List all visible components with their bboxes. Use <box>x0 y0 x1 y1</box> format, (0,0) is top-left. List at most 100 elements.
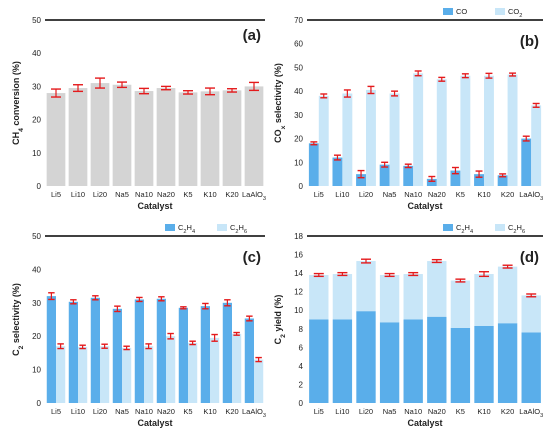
x-tick-label: Na5 <box>115 190 129 199</box>
bar-co2-na10 <box>413 73 424 186</box>
bar-co2-laalo3 <box>531 105 542 186</box>
bar-c2h6-na5 <box>379 274 400 323</box>
bar-c2h4-na5 <box>112 308 122 403</box>
x-tick-label: Li20 <box>93 190 107 199</box>
x-tick-label: Na10 <box>135 407 153 416</box>
bar-c2h6-k5 <box>450 280 471 328</box>
bar-c2h4-li20 <box>356 311 376 403</box>
y-tick-label: 0 <box>299 182 304 191</box>
x-tick-label: LaAlO3 <box>519 407 543 419</box>
bar-c2h6-li10 <box>78 346 88 403</box>
x-tick-label: Na5 <box>383 407 397 416</box>
bar-co2-k10 <box>484 75 494 186</box>
x-tick-label: Li10 <box>71 190 85 199</box>
bar-co-k5 <box>450 170 461 186</box>
bar-c2h6-na20 <box>427 261 447 317</box>
bar-co-li10 <box>332 157 343 186</box>
y-tick-label: 14 <box>294 269 303 278</box>
bar-co-na20 <box>426 178 437 186</box>
y-tick-label: 0 <box>37 399 42 408</box>
bar-ch4-na10 <box>134 91 154 186</box>
bar-c2h6-laalo3 <box>254 359 264 403</box>
x-tick-label: Li20 <box>93 407 107 416</box>
y-axis-label: CH4 conversion (%) <box>11 61 25 145</box>
y-tick-label: 70 <box>294 16 303 25</box>
x-tick-label: Na20 <box>157 407 175 416</box>
bar-c2h4-na5 <box>379 322 400 403</box>
legend-label: C2H6 <box>230 223 247 235</box>
bar-co2-li10 <box>342 93 353 186</box>
bar-c2h6-k20 <box>232 333 242 403</box>
x-tick-label: K20 <box>225 190 238 199</box>
bar-c2h4-na20 <box>427 316 447 403</box>
y-axis-label: C2 selectivity (%) <box>11 283 25 356</box>
y-axis-label: C2 yield (%) <box>273 295 287 345</box>
legend-swatch <box>165 224 175 231</box>
legend-swatch <box>495 8 505 15</box>
x-tick-label: Li5 <box>314 407 324 416</box>
y-tick-label: 60 <box>294 40 303 49</box>
x-tick-label: LaAlO3 <box>242 407 266 419</box>
y-tick-label: 40 <box>32 265 41 274</box>
bar-co-li20 <box>356 174 366 186</box>
x-axis-label: Catalyst <box>137 201 172 211</box>
x-tick-label: Na20 <box>428 190 446 199</box>
bar-c2h6-li5 <box>56 346 66 403</box>
y-tick-label: 50 <box>32 16 41 25</box>
y-tick-label: 40 <box>294 87 303 96</box>
y-tick-label: 4 <box>299 362 304 371</box>
y-tick-label: 10 <box>32 149 41 158</box>
x-tick-label: K20 <box>225 407 238 416</box>
y-tick-label: 10 <box>294 306 303 315</box>
bar-c2h6-na5 <box>122 347 132 403</box>
x-tick-label: Li5 <box>51 407 61 416</box>
x-tick-label: K10 <box>477 190 490 199</box>
legend-label: C2H6 <box>508 223 525 235</box>
x-tick-label: Li10 <box>335 190 349 199</box>
y-tick-label: 0 <box>299 399 304 408</box>
legend-label: CO <box>456 7 467 16</box>
y-tick-label: 30 <box>294 111 303 120</box>
x-tick-label: K10 <box>477 407 490 416</box>
panel-b: 0 10 20 30 40 50 60 70 Li5 Li10 Li20 Na5 Na10 Na20 K5 K… <box>273 7 543 211</box>
bar-c2h6-k5 <box>188 342 198 403</box>
panel-d: 0 2 4 6 8 10 12 14 16 18 Li5 Li10 Li20 Na5 Na10 Na20 K5 K… <box>273 223 543 428</box>
panel-label: (b) <box>520 33 539 50</box>
x-tick-label: LaAlO3 <box>519 190 543 202</box>
legend-swatch <box>217 224 227 231</box>
x-tick-label: Na10 <box>135 190 153 199</box>
bar-c2h4-k20 <box>497 323 518 403</box>
bar-c2h4-laalo3 <box>244 318 254 403</box>
bar-c2h4-li5 <box>309 319 329 403</box>
x-tick-label: Na10 <box>404 190 422 199</box>
x-tick-label: K5 <box>456 407 465 416</box>
y-tick-label: 50 <box>32 232 41 241</box>
x-tick-label: K20 <box>501 190 514 199</box>
x-tick-label: Na20 <box>157 190 175 199</box>
bar-c2h6-li20 <box>100 346 110 403</box>
panel-a: 0 10 20 30 40 50 Li5 Li10 Li20 Na5 Na10 Na20 K5 K10 K2… <box>11 16 266 211</box>
x-tick-label: Na5 <box>115 407 129 416</box>
bar-co2-na20 <box>436 79 447 186</box>
bar-c2h4-li20 <box>90 297 100 403</box>
bar-c2h4-k20 <box>222 302 232 403</box>
y-tick-label: 16 <box>294 251 303 260</box>
y-tick-label: 6 <box>299 343 304 352</box>
x-tick-label: Li5 <box>51 190 61 199</box>
bar-c2h4-k5 <box>450 327 471 403</box>
bar-co2-li20 <box>366 89 376 186</box>
bar-co-na5 <box>379 164 390 186</box>
bar-ch4-na20 <box>156 88 176 186</box>
bar-co2-na5 <box>389 93 400 186</box>
bar-co-li5 <box>308 143 319 186</box>
legend-label: C2H4 <box>456 223 473 235</box>
x-tick-label: Na5 <box>383 190 397 199</box>
y-axis-label: COx selectivity (%) <box>273 63 287 143</box>
y-tick-label: 2 <box>299 380 304 389</box>
panel-label: (c) <box>243 249 261 266</box>
bar-c2h6-k10 <box>474 274 494 326</box>
legend-swatch <box>495 224 505 231</box>
legend-swatch <box>443 8 453 15</box>
y-tick-label: 10 <box>32 366 41 375</box>
x-tick-label: K5 <box>456 190 465 199</box>
